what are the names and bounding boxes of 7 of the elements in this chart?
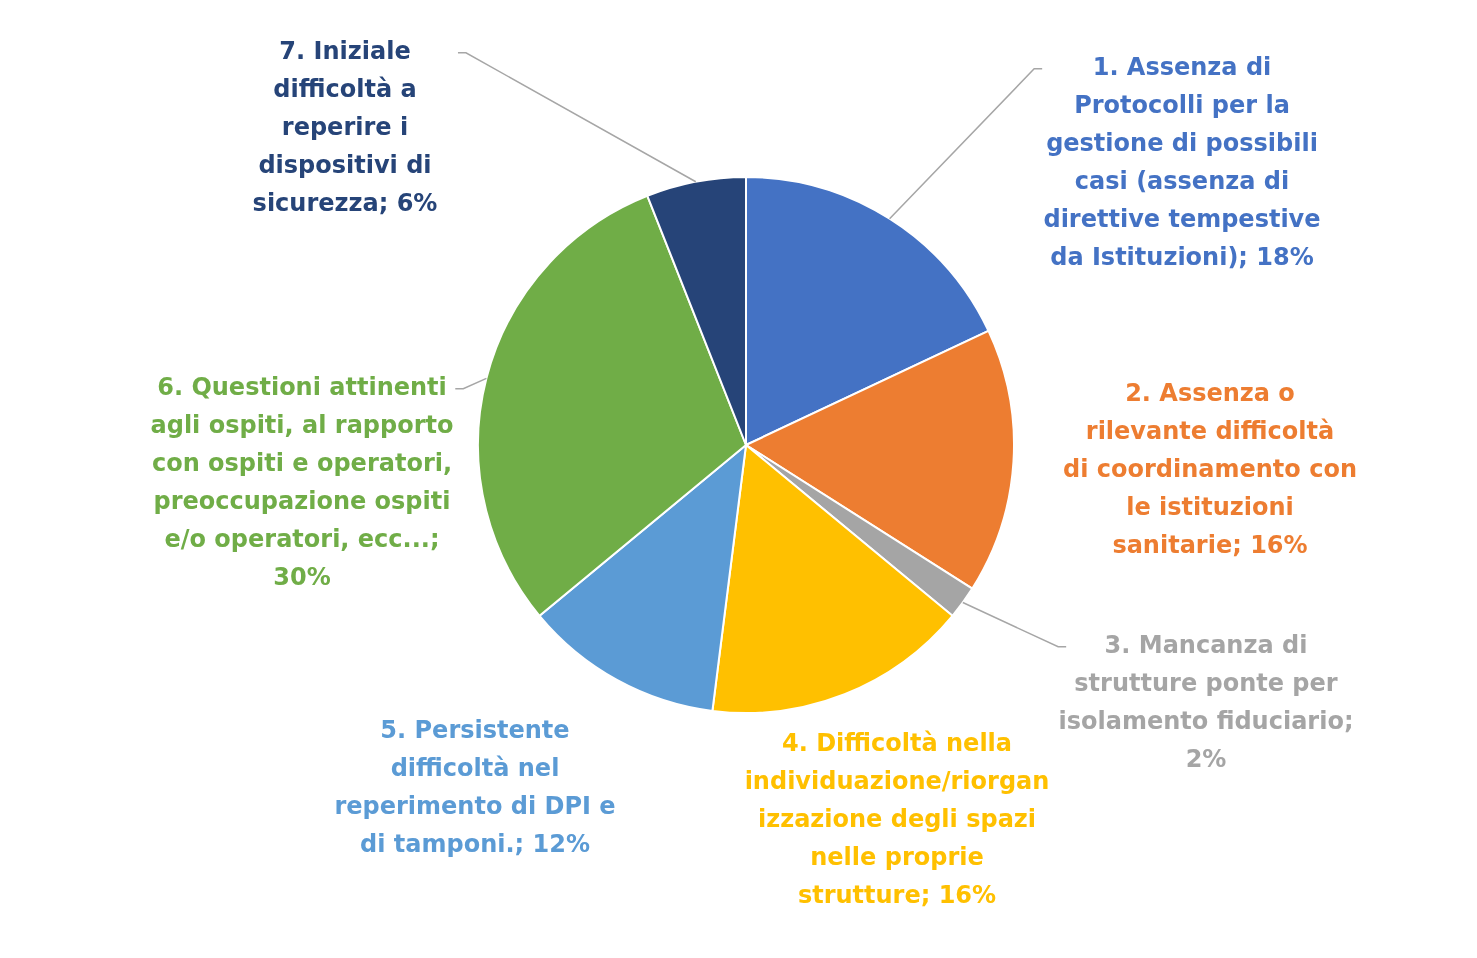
slice-label: 6. Questioni attinenti agli ospiti, al rapporto con ospiti e operatori, preoccupazione ospiti e/o operatori, ecc...; 30%	[150, 372, 454, 591]
slice-label: 1. Assenza di Protocolli per la gestione di possibili casi (assenza di direttive tempestive da Istituzioni); 18%	[1043, 52, 1321, 271]
slice-label: 7. Iniziale difficoltà a reperire i dispositivi di sicurezza; 6%	[252, 36, 438, 217]
slice-label: 5. Persistente difficoltà nel reperimento di DPI e di tamponi.; 12%	[334, 715, 616, 858]
slice-label: 4. Difficoltà nella individuazione/riorganizzazione degli spazi nelle proprie strutture; 16%	[744, 728, 1050, 909]
slice-label: 2. Assenza o rilevante difficoltà di coordinamento con le istituzioni sanitarie; 16%	[1063, 378, 1357, 559]
slice-label: 3. Mancanza di strutture ponte per isolamento fiduciario; 2%	[1058, 630, 1354, 773]
